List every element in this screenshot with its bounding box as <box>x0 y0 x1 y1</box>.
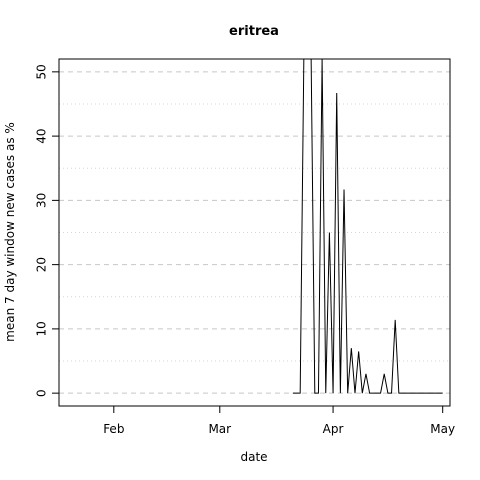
series-layer <box>292 58 443 394</box>
x-tick-label: Feb <box>103 422 124 436</box>
y-tick-label: 40 <box>35 128 49 143</box>
y-tick-label: 30 <box>35 193 49 208</box>
x-tick-label: Mar <box>208 422 231 436</box>
y-tick-label: 50 <box>35 64 49 79</box>
x-tick-label: May <box>430 422 455 436</box>
y-axis-label: mean 7 day window new cases as % <box>3 122 17 342</box>
y-tick-label: 20 <box>35 257 49 272</box>
series-line <box>292 58 443 394</box>
y-axis: 0 10 20 30 40 50 <box>35 64 60 397</box>
x-tick-label: Apr <box>323 422 344 436</box>
chart-title: eritrea <box>229 24 279 39</box>
x-axis-label: date <box>240 450 267 464</box>
y-tick-label: 10 <box>35 321 49 336</box>
grid-layer <box>59 71 450 394</box>
x-axis: Feb Mar Apr May <box>103 405 455 436</box>
y-tick-label: 0 <box>35 389 49 397</box>
